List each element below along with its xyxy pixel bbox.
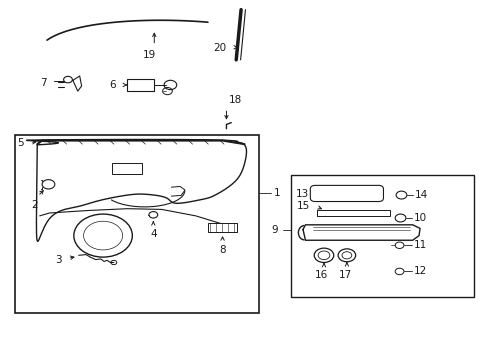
Text: 6: 6 <box>109 80 116 90</box>
Text: 13: 13 <box>295 189 308 199</box>
FancyBboxPatch shape <box>112 163 142 174</box>
Text: 9: 9 <box>270 225 277 235</box>
Text: 18: 18 <box>228 95 241 105</box>
FancyBboxPatch shape <box>15 135 259 313</box>
Text: 8: 8 <box>219 244 225 255</box>
Text: 10: 10 <box>413 213 427 223</box>
FancyBboxPatch shape <box>316 210 389 216</box>
Text: 19: 19 <box>142 50 156 60</box>
Text: 12: 12 <box>413 266 427 276</box>
Text: 4: 4 <box>150 229 156 239</box>
FancyBboxPatch shape <box>310 185 383 202</box>
Text: 2: 2 <box>31 201 38 211</box>
FancyBboxPatch shape <box>290 175 473 297</box>
Text: 11: 11 <box>413 240 427 250</box>
Text: 15: 15 <box>297 201 310 211</box>
FancyBboxPatch shape <box>127 78 154 91</box>
FancyBboxPatch shape <box>207 223 237 232</box>
Text: 3: 3 <box>55 255 61 265</box>
Text: 5: 5 <box>18 139 24 148</box>
Text: 1: 1 <box>273 188 280 198</box>
Text: 16: 16 <box>314 270 327 280</box>
Text: 20: 20 <box>213 43 226 53</box>
Text: 14: 14 <box>414 190 427 200</box>
Text: 7: 7 <box>41 78 47 88</box>
Text: 17: 17 <box>339 270 352 280</box>
